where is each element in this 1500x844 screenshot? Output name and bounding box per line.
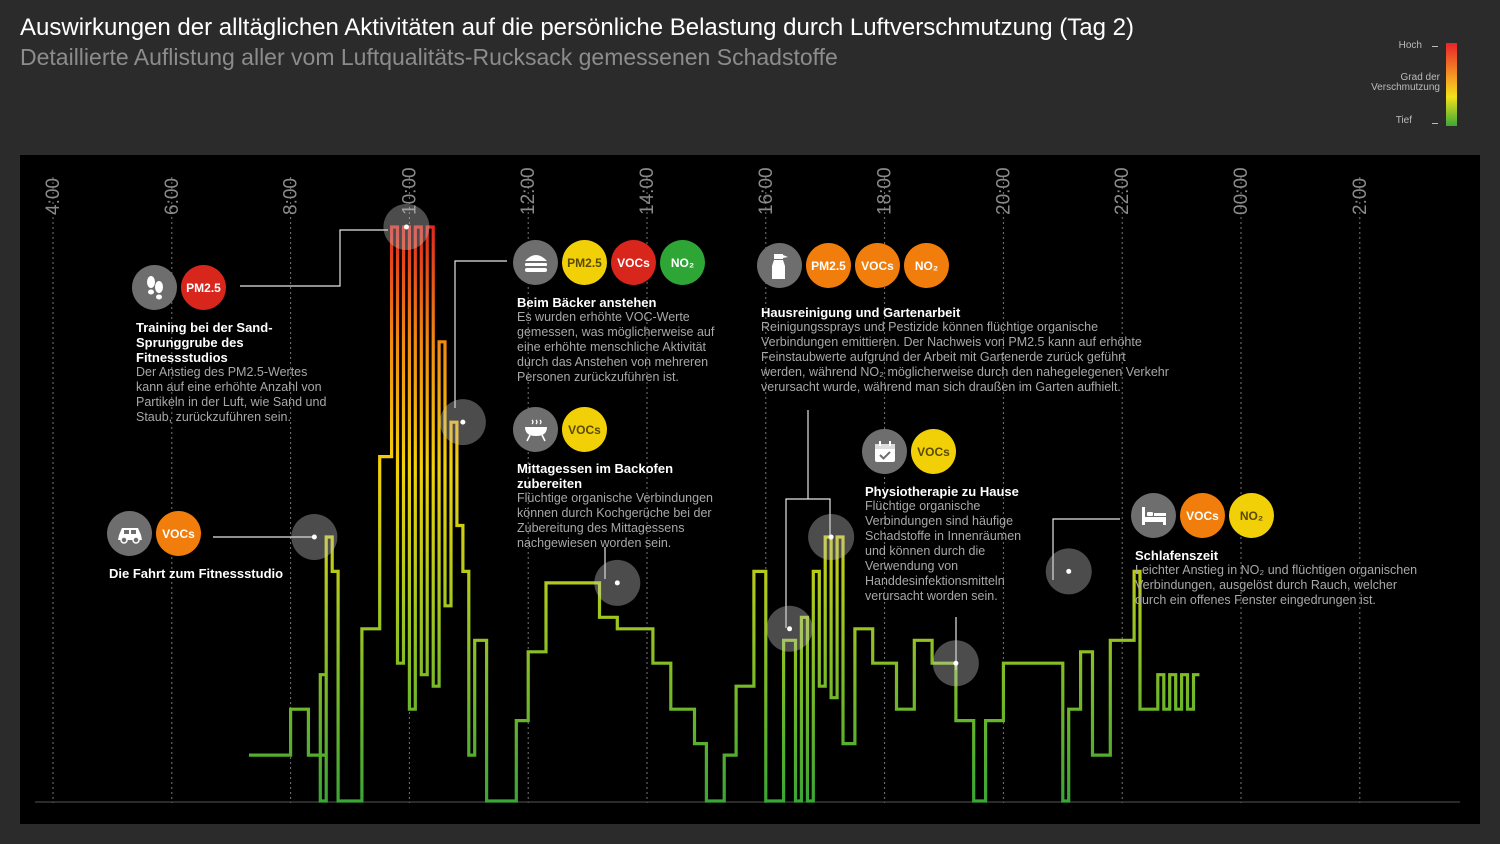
- badges-cleaning: PM2.5 VOCs NO₂: [757, 243, 949, 288]
- annotation-point: [460, 419, 466, 425]
- spray-bottle-icon: [757, 243, 802, 288]
- annotation-cleaning: Hausreinigung und Gartenarbeit Reinigung…: [761, 305, 1171, 395]
- annotation-heading: Training bei der Sand-Sprunggrube des Fi…: [136, 320, 273, 365]
- chart-svg: 4:00 6:00 8:00 10:00 12:00 14:00 16:00 18:00 20:…: [35, 167, 1460, 803]
- annotation-sleep: Schlafenszeit Leichter Anstieg in NO₂ un…: [1135, 548, 1425, 608]
- annotation-bakery: Beim Bäcker anstehen Es wurden erhöhte V…: [517, 295, 739, 385]
- badge-pm25: PM2.5: [562, 240, 607, 285]
- badges-sleep: VOCs NO₂: [1131, 493, 1274, 538]
- x-tick-label: 4:00: [43, 178, 64, 215]
- annotation-markers: [291, 204, 1092, 687]
- annotation-text: Leichter Anstieg in NO₂ und flüchtigen o…: [1135, 563, 1418, 607]
- burger-icon: [513, 240, 558, 285]
- annotation-text: Der Anstieg des PM2.5-Wertes kann auf ei…: [136, 365, 327, 424]
- badge-vocs: VOCs: [911, 429, 956, 474]
- badge-no2: NO₂: [1229, 493, 1274, 538]
- grill-icon: [513, 407, 558, 452]
- annotation-text: Es wurden erhöhte VOC-Werte gemessen, wa…: [517, 310, 715, 384]
- x-tick-label: 00:00: [1231, 167, 1252, 215]
- badges-training: PM2.5: [132, 265, 226, 310]
- footprints-icon: [132, 265, 177, 310]
- badge-pm25: PM2.5: [806, 243, 851, 288]
- annotation-heading: Die Fahrt zum Fitnessstudio: [109, 566, 284, 581]
- badges-lunch: VOCs: [513, 407, 607, 452]
- badge-vocs: VOCs: [611, 240, 656, 285]
- annotation-training: Training bei der Sand-Sprunggrube des Fi…: [136, 320, 336, 425]
- car-icon: [107, 511, 152, 556]
- legend-low-label: Tief: [1395, 115, 1412, 126]
- x-tick-label: 10:00: [399, 167, 420, 215]
- legend-low-tick: [1432, 123, 1438, 124]
- annotation-text: Reinigungssprays und Pestizide können fl…: [761, 320, 1169, 394]
- badge-vocs: VOCs: [156, 511, 201, 556]
- badge-vocs: VOCs: [855, 243, 900, 288]
- badge-pm25: PM2.5: [181, 265, 226, 310]
- annotation-heading: Hausreinigung und Gartenarbeit: [761, 305, 961, 320]
- badges-drive: VOCs: [107, 511, 201, 556]
- x-tick-label: 8:00: [281, 178, 302, 215]
- annotation-point: [953, 660, 959, 666]
- annotation-text: Flüchtige organische Verbindungen können…: [517, 491, 713, 550]
- annotation-point: [787, 626, 793, 632]
- x-tick-label: 20:00: [993, 167, 1014, 215]
- legend-high-tick: [1432, 46, 1438, 47]
- chart-panel: 4:00 6:00 8:00 10:00 12:00 14:00 16:00 18:00 20:…: [20, 155, 1480, 824]
- legend-color-scale: [1446, 43, 1457, 126]
- calendar-check-icon: [862, 429, 907, 474]
- x-tick-label: 22:00: [1112, 167, 1133, 215]
- badges-physio: VOCs: [862, 429, 956, 474]
- annotation-text: Flüchtige organische Verbindungen sind h…: [865, 499, 1022, 603]
- annotation-point: [403, 224, 409, 230]
- badge-no2: NO₂: [904, 243, 949, 288]
- chart-subtitle: Detaillierte Auflistung aller vom Luftqu…: [20, 44, 838, 70]
- time-tick-labels: 4:00 6:00 8:00 10:00 12:00 14:00 16:00 18:00 20:…: [43, 167, 1371, 215]
- x-tick-label: 18:00: [875, 167, 896, 215]
- annotation-heading: Beim Bäcker anstehen: [517, 295, 657, 310]
- legend-high-label: Hoch: [1398, 40, 1422, 51]
- annotation-point: [1066, 568, 1072, 574]
- annotation-heading: Schlafenszeit: [1135, 548, 1219, 563]
- x-tick-label: 16:00: [756, 167, 777, 215]
- annotation-point: [614, 580, 620, 586]
- badge-no2: NO₂: [660, 240, 705, 285]
- annotation-heading: Physiotherapie zu Hause: [865, 484, 1019, 499]
- chart-title: Auswirkungen der alltäglichen Aktivitäte…: [20, 14, 1134, 41]
- legend-mid-label: Grad der Verschmutzung: [1371, 72, 1440, 93]
- annotation-point: [311, 534, 317, 540]
- bed-icon: [1131, 493, 1176, 538]
- annotation-drive: Die Fahrt zum Fitnessstudio: [109, 566, 329, 581]
- x-tick-label: 14:00: [637, 167, 658, 215]
- badges-bakery: PM2.5 VOCs NO₂: [513, 240, 705, 285]
- badge-vocs: VOCs: [1180, 493, 1225, 538]
- annotation-lunch: Mittagessen im Backofen zubereiten Flüch…: [517, 461, 727, 551]
- annotation-point: [828, 534, 834, 540]
- x-tick-label: 2:00: [1350, 178, 1371, 215]
- annotation-heading: Mittagessen im Backofen zubereiten: [517, 461, 674, 491]
- badge-vocs: VOCs: [562, 407, 607, 452]
- x-tick-label: 12:00: [518, 167, 539, 215]
- annotation-physio: Physiotherapie zu Hause Flüchtige organi…: [865, 484, 1025, 604]
- x-tick-label: 6:00: [162, 178, 183, 215]
